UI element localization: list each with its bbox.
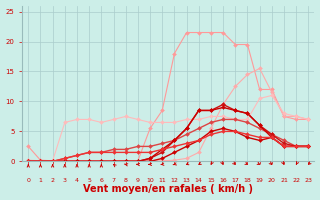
- X-axis label: Vent moyen/en rafales ( km/h ): Vent moyen/en rafales ( km/h ): [83, 184, 253, 194]
